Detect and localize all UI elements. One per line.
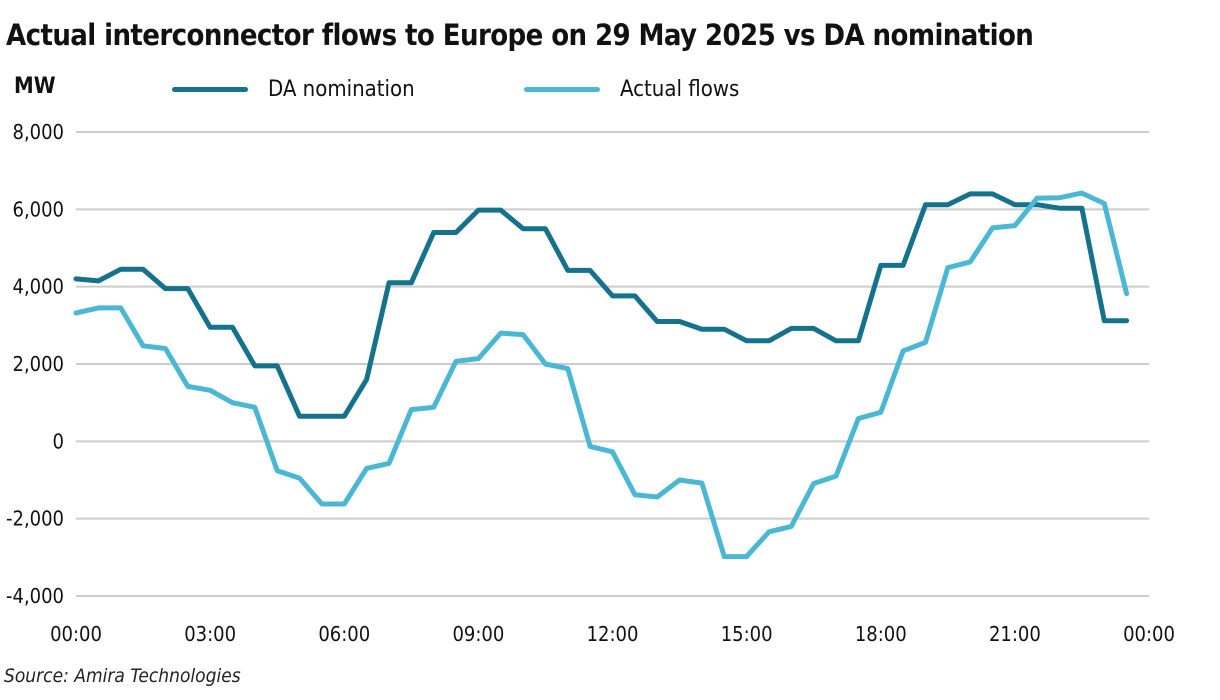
y-tick-label: 0 — [53, 429, 64, 453]
x-tick-label: 00:00 — [50, 622, 102, 646]
legend-label-actual-flows: Actual flows — [620, 76, 740, 102]
x-tick-label: 12:00 — [587, 622, 639, 646]
chart-title: Actual interconnector flows to Europe on… — [6, 18, 1034, 52]
y-tick-label: 8,000 — [13, 120, 65, 144]
y-tick-label: -2,000 — [6, 507, 64, 531]
y-axis-ticks: -4,000 -2,000 0 2,000 4,000 6,000 8,000 — [6, 120, 64, 608]
x-tick-label: 03:00 — [184, 622, 236, 646]
x-tick-label: 06:00 — [318, 622, 370, 646]
x-tick-label: 18:00 — [855, 622, 907, 646]
series-line-actual-flows — [73, 190, 1130, 560]
series-line-da-nomination — [73, 191, 1130, 419]
x-tick-label: 15:00 — [721, 622, 773, 646]
grid-lines — [76, 131, 1149, 597]
x-axis-ticks: 00:00 03:00 06:00 09:00 12:00 15:00 18:00 21:00… — [50, 622, 1175, 646]
legend-label-da-nomination: DA nomination — [268, 76, 415, 102]
legend-item-da-nomination: DA nomination — [172, 76, 415, 102]
x-tick-label: 09:00 — [452, 622, 504, 646]
y-axis-unit-label: MW — [14, 74, 56, 99]
y-tick-label: 2,000 — [13, 352, 65, 376]
x-tick-label: 21:00 — [989, 622, 1041, 646]
source-note: Source: Amira Technologies — [4, 665, 241, 687]
y-tick-label: 6,000 — [13, 197, 65, 221]
legend-item-actual-flows: Actual flows — [524, 76, 739, 102]
y-tick-label: -4,000 — [6, 584, 64, 608]
legend-swatch-da-nomination — [172, 86, 248, 92]
series-lines — [73, 190, 1130, 560]
legend-swatch-actual-flows — [524, 86, 600, 92]
x-tick-label: 00:00 — [1123, 622, 1175, 646]
y-tick-label: 4,000 — [13, 275, 65, 299]
